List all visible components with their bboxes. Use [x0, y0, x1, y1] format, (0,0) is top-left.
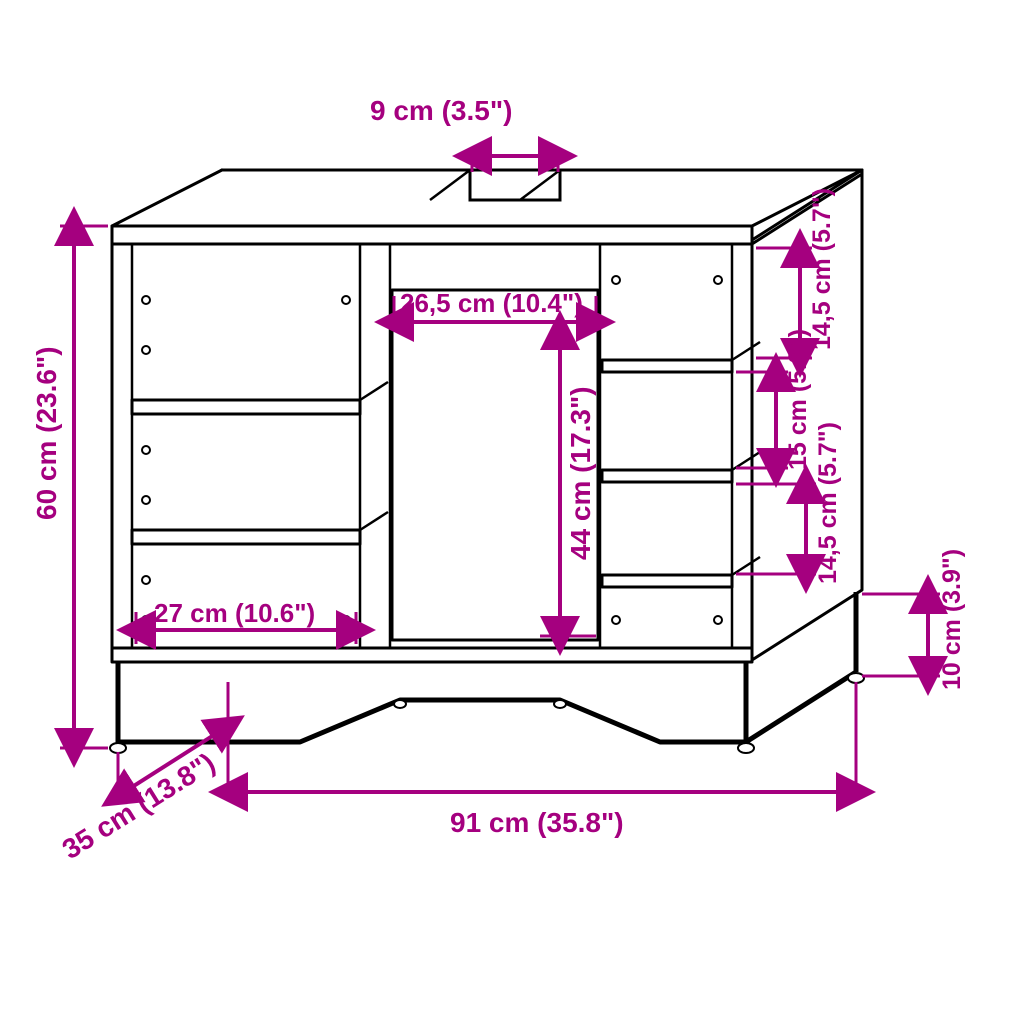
dim-width: 91 cm (35.8") — [228, 682, 856, 838]
label-r-bot: 14,5 cm (5.7") — [814, 422, 842, 584]
dim-top-notch: 9 cm (3.5") — [370, 95, 558, 172]
dim-height: 60 cm (23.6") — [31, 226, 108, 748]
dim-depth: 35 cm (13.8") — [57, 682, 228, 865]
label-leg-height: 10 cm (3.9") — [938, 549, 966, 690]
label-width: 91 cm (35.8") — [450, 807, 624, 838]
cabinet-dimension-diagram: 9 cm (3.5") 60 cm (23.6") 35 cm (13.8") … — [0, 0, 1024, 1024]
cabinet-body — [110, 170, 864, 753]
label-door-width: 26,5 cm (10.4") — [400, 288, 583, 318]
label-left-shelf-w: 27 cm (10.6") — [154, 598, 315, 628]
label-depth: 35 cm (13.8") — [57, 747, 221, 865]
label-top-notch: 9 cm (3.5") — [370, 95, 512, 126]
label-r-top: 14,5 cm (5.7") — [808, 188, 836, 350]
label-r-mid: 15 cm (5.9") — [784, 329, 812, 470]
dim-door-width: 26,5 cm (10.4") — [394, 288, 596, 330]
label-height: 60 cm (23.6") — [31, 346, 62, 520]
dim-leg-height: 10 cm (3.9") — [862, 549, 966, 690]
label-door-height: 44 cm (17.3") — [565, 386, 596, 560]
